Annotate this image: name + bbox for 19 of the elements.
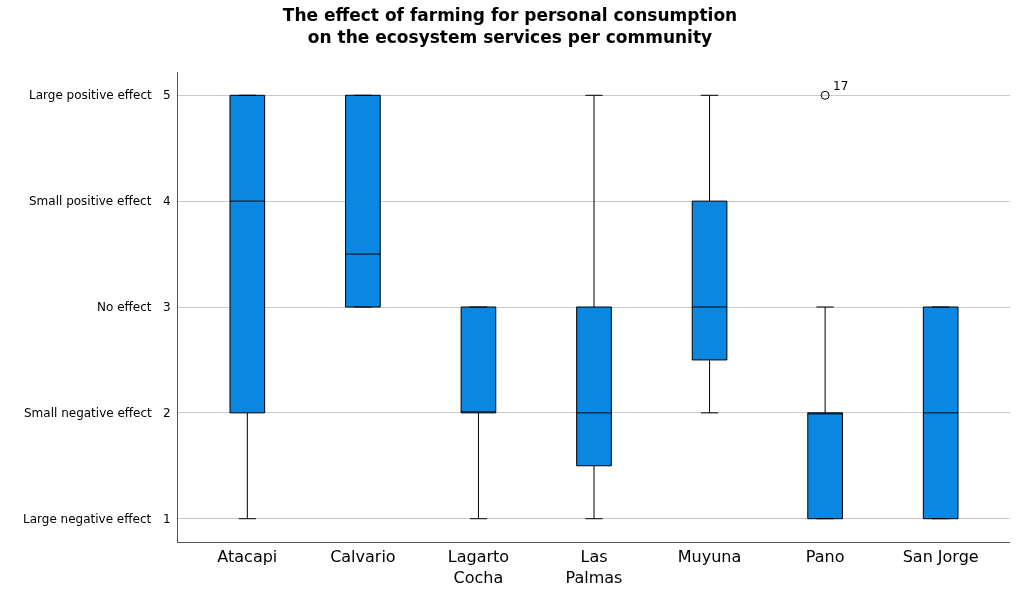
- chart-title: The effect of farming for personal consumption on the ecosystem services per community: [282, 4, 738, 47]
- annotation: 17: [833, 79, 849, 93]
- text: Small positive effect: [29, 194, 152, 208]
- text: Large positive effect: [29, 88, 153, 102]
- x-tick-label: Atacapi: [217, 547, 278, 567]
- text: Large negative effect: [23, 512, 152, 526]
- x-tick-label: San Jorge: [902, 547, 979, 567]
- y-tick-label: 3: [162, 300, 171, 315]
- x-tick-label: Muyuna: [677, 547, 742, 567]
- y-tick-label: 2: [162, 406, 171, 421]
- x-tick-label: Lagarto Cocha: [447, 547, 510, 587]
- text: No effect: [97, 300, 152, 314]
- text: Small negative effect: [24, 406, 153, 420]
- y-tick-label: 4: [162, 194, 171, 209]
- y-tick-label: 1: [162, 511, 171, 526]
- x-tick-label: Pano: [805, 547, 845, 567]
- x-tick-label: Las Palmas: [565, 547, 623, 587]
- x-tick-label: Calvario: [330, 547, 396, 567]
- y-tick-label: 5: [162, 88, 171, 103]
